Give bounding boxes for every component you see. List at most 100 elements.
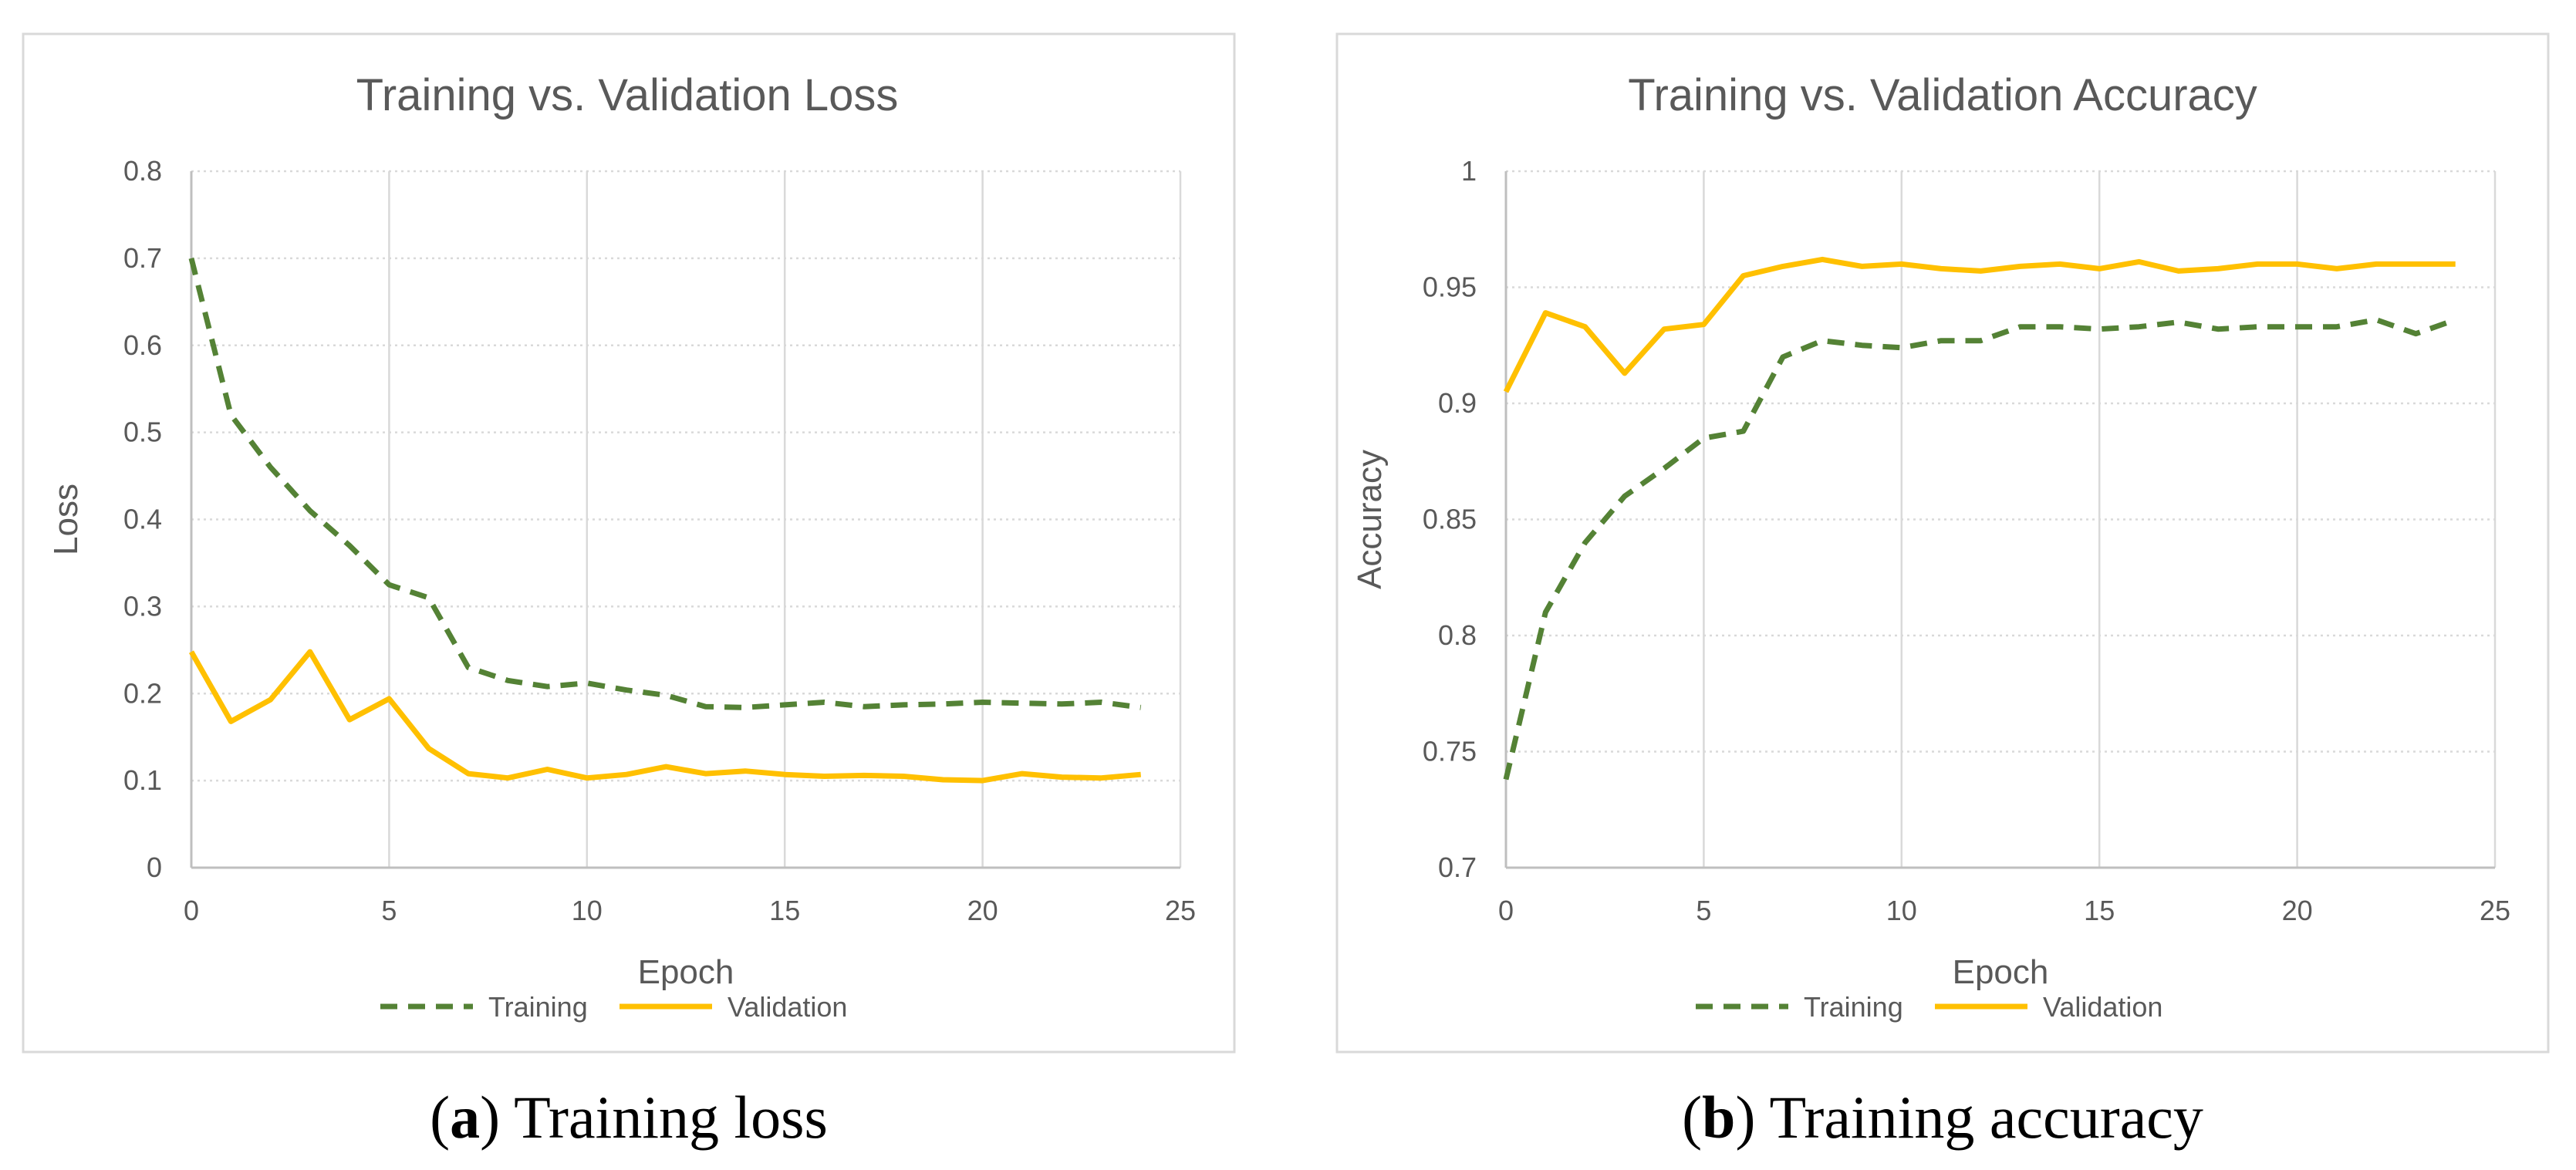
data-point-validation	[2059, 264, 2060, 265]
data-point-validation	[428, 748, 429, 749]
data-point-training	[1822, 340, 1823, 341]
data-point-validation	[824, 776, 825, 777]
x-tick-label: 15	[2084, 895, 2115, 926]
x-tick-label: 20	[2282, 895, 2313, 926]
data-point-training	[1980, 340, 1981, 341]
data-point-training	[1782, 356, 1783, 357]
y-tick-label: 0.75	[1423, 736, 1477, 767]
x-tick-label: 20	[967, 895, 998, 926]
data-point-validation	[2257, 264, 2258, 265]
data-point-validation	[744, 770, 745, 771]
y-tick-label: 0.3	[123, 590, 162, 622]
legend-label-validation: Validation	[728, 991, 847, 1023]
panel-b-frame	[1335, 32, 2550, 1054]
data-point-training	[1140, 707, 1141, 708]
data-point-training	[943, 703, 944, 704]
y-tick-label: 0.7	[1438, 851, 1477, 883]
y-tick-label: 0.85	[1423, 504, 1477, 535]
data-point-validation	[547, 769, 548, 770]
data-point-training	[1901, 347, 1902, 348]
data-point-validation	[586, 777, 587, 778]
data-point-validation	[626, 774, 627, 775]
data-point-training	[2455, 319, 2456, 320]
data-point-validation	[903, 776, 904, 777]
data-point-validation	[1901, 264, 1902, 265]
caption-b-text: Training accuracy	[1770, 1084, 2203, 1151]
y-tick-label: 0	[147, 851, 162, 883]
data-point-validation	[1101, 777, 1102, 778]
y-tick-label: 0.1	[123, 764, 162, 796]
y-tick-label: 1	[1461, 155, 1477, 187]
data-point-validation	[1506, 391, 1507, 392]
legend-label-validation: Validation	[2043, 991, 2162, 1023]
data-point-training	[666, 695, 667, 696]
caption-a-text: Training loss	[514, 1084, 828, 1151]
series-line-validation	[1503, 256, 2456, 393]
data-point-training	[1664, 468, 1665, 469]
data-point-training	[863, 706, 864, 707]
data-point-training	[1624, 496, 1625, 497]
data-point-training	[982, 702, 983, 703]
data-point-training	[547, 686, 548, 687]
y-axis-label: Accuracy	[1351, 450, 1389, 589]
data-point-validation	[943, 779, 944, 780]
caption-a-letter: a	[450, 1084, 480, 1151]
legend-label-training: Training	[488, 991, 588, 1023]
y-axis-label: Loss	[47, 484, 85, 555]
chart-title: Training vs. Validation Loss	[356, 70, 899, 120]
data-point-training	[1743, 431, 1744, 432]
y-tick-label: 0.6	[123, 329, 162, 361]
panel-a-frame	[22, 32, 1236, 1054]
data-point-training	[705, 706, 706, 707]
data-point-validation	[863, 775, 864, 776]
caption-a: (a) Training loss	[430, 1084, 828, 1151]
data-point-validation	[2336, 268, 2337, 269]
y-tick-label: 0.8	[123, 155, 162, 187]
x-axis-label: Epoch	[1953, 953, 2049, 991]
x-tick-label: 5	[1696, 895, 1711, 926]
data-point-validation	[2455, 264, 2456, 265]
x-tick-label: 0	[1498, 895, 1514, 926]
data-point-training	[824, 702, 825, 703]
chart-title: Training vs. Validation Accuracy	[1628, 70, 2257, 120]
data-point-training	[2020, 326, 2021, 327]
data-point-training	[903, 704, 904, 705]
caption-b: (b) Training accuracy	[1682, 1084, 2203, 1151]
caption-b-letter: b	[1702, 1084, 1735, 1151]
x-tick-label: 15	[769, 895, 800, 926]
series-line-training	[188, 258, 1142, 710]
data-point-training	[2376, 319, 2377, 320]
series-line-validation	[188, 649, 1142, 784]
data-point-validation	[2376, 264, 2377, 265]
y-tick-label: 0.2	[123, 677, 162, 709]
data-point-training	[1941, 340, 1942, 341]
y-tick-label: 0.5	[123, 416, 162, 448]
data-point-validation	[1703, 324, 1704, 325]
data-point-validation	[1140, 774, 1141, 775]
data-point-validation	[1782, 266, 1783, 267]
data-point-training	[1506, 779, 1507, 780]
data-point-validation	[2099, 268, 2100, 269]
x-tick-label: 5	[381, 895, 397, 926]
data-point-validation	[1743, 275, 1744, 276]
data-point-training	[1101, 702, 1102, 703]
data-point-training	[2336, 326, 2337, 327]
y-tick-label: 0.8	[1438, 619, 1477, 651]
data-point-training	[2257, 326, 2258, 327]
data-point-validation	[1545, 312, 1546, 313]
y-tick-label: 0.9	[1438, 387, 1477, 419]
data-point-validation	[389, 699, 390, 700]
data-point-validation	[1822, 259, 1823, 260]
x-axis-label: Epoch	[638, 953, 734, 991]
y-tick-label: 0.4	[123, 504, 162, 535]
y-tick-label: 0.95	[1423, 271, 1477, 303]
data-point-validation	[2020, 266, 2021, 267]
y-tick-label: 0.7	[123, 242, 162, 274]
series-line-training	[1503, 317, 2456, 781]
legend-label-training: Training	[1804, 991, 1903, 1023]
x-tick-label: 10	[572, 895, 603, 926]
data-point-training	[744, 707, 745, 708]
loss-chart: 0 0.1 0.2 0.3 0.4 0.5 0.6 0.7 0.8 0 5 10 15 20 25 Train…	[47, 70, 1196, 1023]
